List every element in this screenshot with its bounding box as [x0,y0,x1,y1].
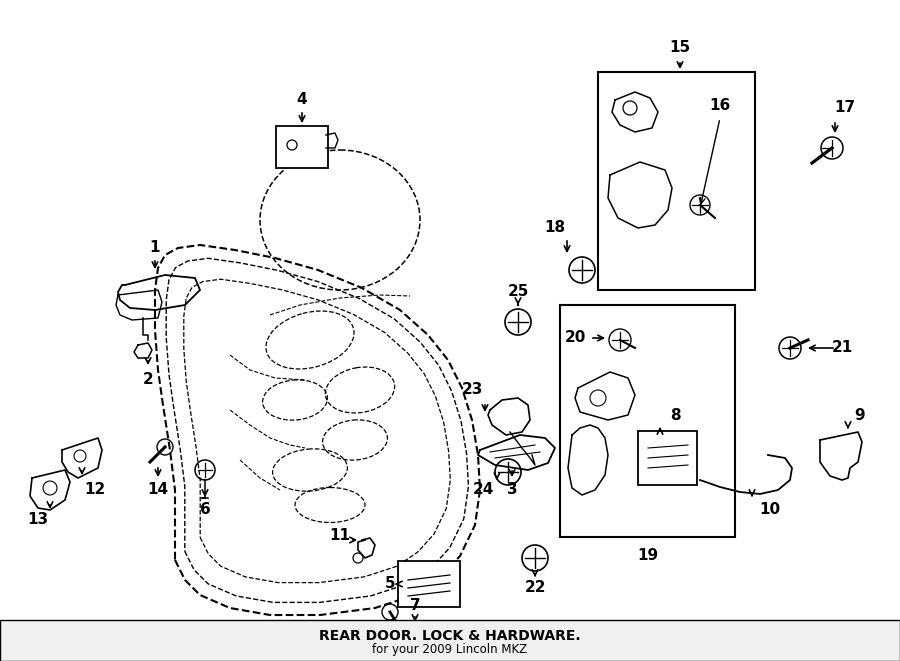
Text: 17: 17 [834,100,856,116]
Text: 1: 1 [149,241,160,256]
Text: 21: 21 [832,340,852,356]
Bar [0,620,900,661]
Text: 3: 3 [507,483,517,498]
Text: 16: 16 [709,98,731,112]
Text: 23: 23 [462,383,482,397]
Text: 11: 11 [329,527,350,543]
Text: 2: 2 [142,373,153,387]
Text: 22: 22 [524,580,545,596]
Text: 25: 25 [508,284,528,299]
FancyBboxPatch shape [398,561,460,607]
Text: 6: 6 [200,502,211,518]
Text: for your 2009 Lincoln MKZ: for your 2009 Lincoln MKZ [373,644,527,656]
Text: 20: 20 [564,330,586,346]
Text: 7: 7 [410,598,420,613]
Text: 13: 13 [27,512,49,527]
Text: 12: 12 [85,483,105,498]
Text: REAR DOOR. LOCK & HARDWARE.: REAR DOOR. LOCK & HARDWARE. [320,629,580,643]
Text: 19: 19 [637,547,659,563]
Text: 18: 18 [544,221,565,235]
Text: 24: 24 [472,483,494,498]
FancyBboxPatch shape [276,126,328,168]
Text: 14: 14 [148,483,168,498]
Text: 8: 8 [670,407,680,422]
Text: 15: 15 [670,40,690,56]
Text: 4: 4 [297,93,307,108]
Text: 10: 10 [760,502,780,518]
FancyBboxPatch shape [638,431,697,485]
Text: 5: 5 [384,576,395,592]
Bar [560,305,735,537]
Bar [598,72,755,290]
Text: 9: 9 [855,407,865,422]
